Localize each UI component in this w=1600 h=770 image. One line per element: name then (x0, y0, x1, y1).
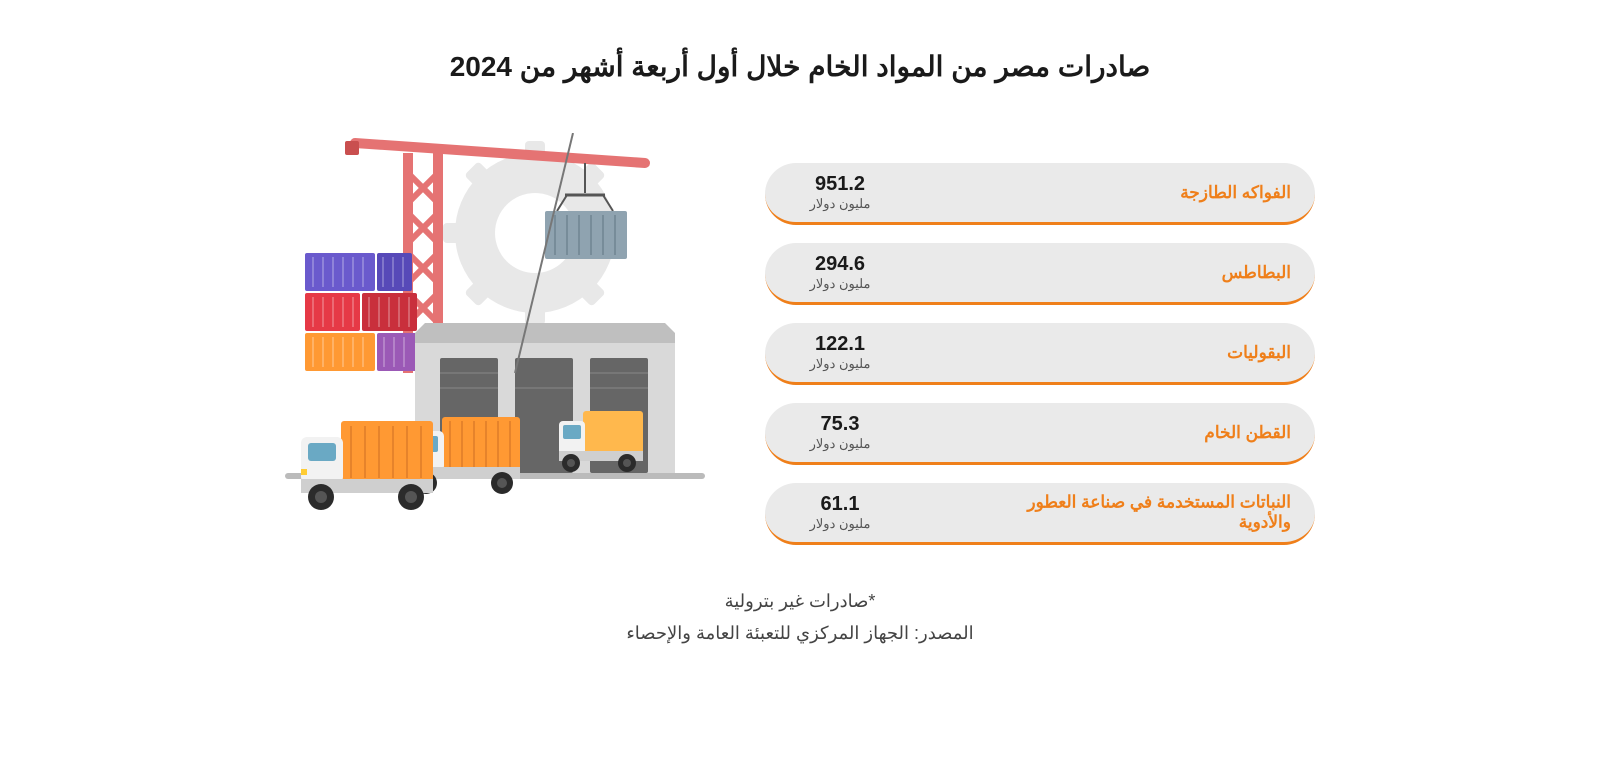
bar-value-wrap: 61.1 مليون دولار (765, 483, 915, 542)
bar-row: الفواكه الطازجة 951.2 مليون دولار (765, 163, 1315, 225)
truck-icon (301, 411, 643, 510)
bar-row: القطن الخام 75.3 مليون دولار (765, 403, 1315, 465)
bar-value: 122.1 (815, 334, 865, 354)
page-title: صادرات مصر من المواد الخام خلال أول أربع… (0, 50, 1600, 83)
bar-label: الفواكه الطازجة (1180, 182, 1291, 202)
bar-value: 294.6 (815, 254, 865, 274)
bar-value: 951.2 (815, 174, 865, 194)
bar-row: النباتات المستخدمة في صناعة العطور والأد… (765, 483, 1315, 545)
bar-label: القطن الخام (1204, 422, 1291, 442)
footer: *صادرات غير بترولية المصدر: الجهاز المرك… (0, 585, 1600, 650)
footer-source: المصدر: الجهاز المركزي للتعبئة العامة وا… (0, 617, 1600, 649)
bar-value-wrap: 951.2 مليون دولار (765, 163, 915, 222)
bar-row: البقوليات 122.1 مليون دولار (765, 323, 1315, 385)
bar-unit: مليون دولار (810, 516, 871, 532)
containers-icon (305, 253, 417, 371)
bar-label: البطاطس (1222, 262, 1291, 282)
bar-unit: مليون دولار (810, 276, 871, 292)
bars-column: الفواكه الطازجة 951.2 مليون دولار البطاط… (765, 163, 1315, 545)
bar-unit: مليون دولار (810, 196, 871, 212)
bar-row: البطاطس 294.6 مليون دولار (765, 243, 1315, 305)
bar-value: 75.3 (821, 414, 860, 434)
bar-value-wrap: 294.6 مليون دولار (765, 243, 915, 302)
bar-value: 61.1 (821, 494, 860, 514)
bar-value-wrap: 75.3 مليون دولار (765, 403, 915, 462)
bar-unit: مليون دولار (810, 436, 871, 452)
bar-unit: مليون دولار (810, 356, 871, 372)
bar-value-wrap: 122.1 مليون دولار (765, 323, 915, 382)
warehouse-illustration-icon (285, 133, 705, 533)
bar-label: البقوليات (1227, 342, 1291, 362)
bar-label: النباتات المستخدمة في صناعة العطور والأد… (971, 492, 1291, 533)
footer-note: *صادرات غير بترولية (0, 585, 1600, 617)
content-row: الفواكه الطازجة 951.2 مليون دولار البطاط… (0, 133, 1600, 545)
